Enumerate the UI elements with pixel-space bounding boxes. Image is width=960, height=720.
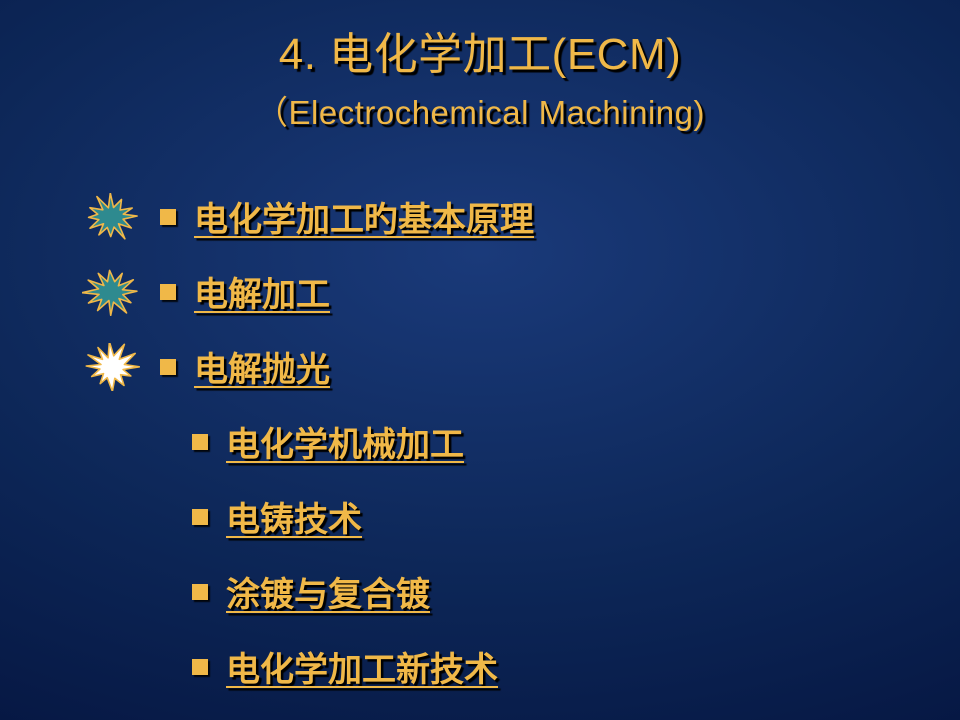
list-item-link[interactable]: 电解抛光 <box>194 342 330 391</box>
list-item: 涂镀与复合镀 <box>192 567 920 616</box>
bullet-list: 电化学加工旳基本原理电解加工电解抛光电化学机械加工电铸技术涂镀与复合镀电化学加工… <box>160 192 920 691</box>
list-item: 电化学加工旳基本原理 <box>160 192 920 241</box>
list-item-link[interactable]: 电解加工 <box>194 267 330 316</box>
list-item: 电化学机械加工 <box>192 417 920 466</box>
list-item: 电化学加工新技术 <box>192 642 920 691</box>
starburst-icon <box>82 268 140 316</box>
slide: 4. 电化学加工(ECM) （Electrochemical Machining… <box>0 0 960 720</box>
list-item: 电铸技术 <box>192 492 920 541</box>
list-item: 电解抛光 <box>160 342 920 391</box>
title-subtitle: （Electrochemical Machining) <box>40 86 920 134</box>
bullet-icon <box>192 434 208 450</box>
list-item-link[interactable]: 涂镀与复合镀 <box>226 567 430 616</box>
bullet-icon <box>192 584 208 600</box>
bullet-icon <box>160 209 176 225</box>
bullet-icon <box>192 509 208 525</box>
starburst-icon <box>82 193 140 241</box>
bullet-icon <box>160 359 176 375</box>
list-item-link[interactable]: 电化学加工旳基本原理 <box>194 192 534 241</box>
bullet-icon <box>160 284 176 300</box>
title-main: 4. 电化学加工(ECM) <box>40 18 920 82</box>
bullet-icon <box>192 659 208 675</box>
list-item-link[interactable]: 电铸技术 <box>226 492 362 541</box>
starburst-icon <box>82 343 140 391</box>
title-block: 4. 电化学加工(ECM) （Electrochemical Machining… <box>40 18 920 134</box>
list-item: 电解加工 <box>160 267 920 316</box>
list-item-link[interactable]: 电化学机械加工 <box>226 417 464 466</box>
list-item-link[interactable]: 电化学加工新技术 <box>226 642 498 691</box>
